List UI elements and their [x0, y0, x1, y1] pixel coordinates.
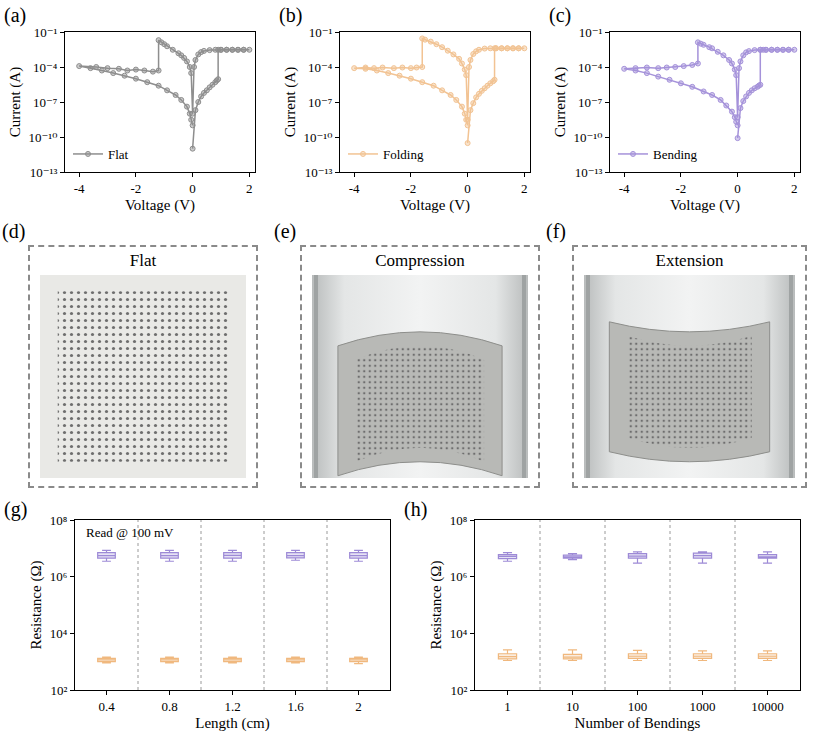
html-text:(e): (e): [274, 220, 297, 242]
svg-text:1.2: 1.2: [224, 699, 240, 714]
svg-text:Flat: Flat: [108, 147, 129, 162]
svg-text:10⁻⁴: 10⁻⁴: [308, 60, 333, 75]
svg-text:Voltage (V): Voltage (V): [670, 197, 740, 214]
svg-text:Folding: Folding: [383, 147, 424, 162]
svg-text:10⁻¹⁰: 10⁻¹⁰: [28, 130, 57, 145]
svg-text:0.8: 0.8: [161, 699, 177, 714]
svg-text:10⁻⁴: 10⁻⁴: [578, 60, 603, 75]
svg-text:1000: 1000: [690, 699, 716, 714]
svg-text:10²: 10²: [50, 683, 67, 698]
svg-text:0: 0: [189, 181, 196, 196]
svg-text:Length (cm): Length (cm): [195, 715, 270, 732]
svg-text:Resistance (Ω): Resistance (Ω): [28, 560, 45, 649]
svg-text:1.6: 1.6: [287, 699, 304, 714]
svg-text:-4: -4: [619, 181, 630, 196]
svg-text:10⁻⁷: 10⁻⁷: [33, 95, 57, 110]
svg-text:0: 0: [734, 181, 741, 196]
svg-text:(b): (b): [279, 4, 302, 27]
svg-text:Number of Bendings: Number of Bendings: [575, 715, 701, 731]
svg-text:2: 2: [521, 181, 528, 196]
svg-text:10⁴: 10⁴: [450, 626, 468, 641]
svg-text:10⁶: 10⁶: [50, 569, 68, 584]
svg-text:10⁻¹³: 10⁻¹³: [305, 165, 333, 180]
html-text:(d): (d): [2, 220, 26, 242]
svg-text:10⁻⁷: 10⁻⁷: [578, 95, 602, 110]
html-text:(f): (f): [546, 220, 566, 242]
svg-text:Voltage (V): Voltage (V): [125, 197, 195, 214]
svg-text:2: 2: [355, 699, 362, 714]
svg-text:-2: -2: [675, 181, 686, 196]
svg-text:10²: 10²: [450, 683, 467, 698]
svg-text:10⁴: 10⁴: [50, 626, 68, 641]
svg-text:(g): (g): [4, 498, 27, 521]
svg-text:10⁻¹⁰: 10⁻¹⁰: [573, 130, 602, 145]
svg-text:10⁻¹⁰: 10⁻¹⁰: [303, 130, 332, 145]
svg-text:10⁻¹: 10⁻¹: [309, 25, 333, 40]
svg-text:100: 100: [628, 699, 648, 714]
svg-text:2: 2: [791, 181, 798, 196]
html-text:Compression: Compression: [375, 251, 465, 270]
svg-text:-2: -2: [405, 181, 416, 196]
svg-text:10000: 10000: [751, 699, 784, 714]
svg-text:Resistance (Ω): Resistance (Ω): [428, 560, 445, 649]
svg-text:10⁸: 10⁸: [450, 513, 468, 528]
svg-text:10⁻⁴: 10⁻⁴: [33, 60, 58, 75]
svg-text:Current (A): Current (A): [552, 67, 569, 137]
svg-text:-2: -2: [130, 181, 141, 196]
svg-text:10⁻¹³: 10⁻¹³: [30, 165, 58, 180]
svg-text:10⁻¹³: 10⁻¹³: [575, 165, 603, 180]
html-text:Flat: Flat: [129, 251, 157, 270]
svg-text:(h): (h): [404, 498, 427, 521]
svg-text:0: 0: [464, 181, 471, 196]
svg-text:2: 2: [246, 181, 253, 196]
svg-text:Bending: Bending: [653, 147, 698, 162]
svg-text:1: 1: [504, 699, 511, 714]
svg-text:Voltage (V): Voltage (V): [400, 197, 470, 214]
svg-text:10⁸: 10⁸: [50, 513, 68, 528]
svg-text:-4: -4: [74, 181, 85, 196]
svg-text:Read @ 100 mV: Read @ 100 mV: [86, 525, 174, 540]
svg-text:0.4: 0.4: [98, 699, 115, 714]
svg-text:10⁶: 10⁶: [450, 569, 468, 584]
svg-text:10⁻¹: 10⁻¹: [34, 25, 58, 40]
svg-text:10: 10: [566, 699, 579, 714]
svg-text:(a): (a): [4, 4, 26, 27]
svg-text:-4: -4: [349, 181, 360, 196]
svg-text:(c): (c): [549, 4, 571, 27]
svg-text:10⁻⁷: 10⁻⁷: [308, 95, 332, 110]
svg-text:Current (A): Current (A): [282, 67, 299, 137]
svg-text:10⁻¹: 10⁻¹: [579, 25, 603, 40]
html-text:Extension: Extension: [655, 251, 724, 270]
svg-text:Current (A): Current (A): [7, 67, 24, 137]
